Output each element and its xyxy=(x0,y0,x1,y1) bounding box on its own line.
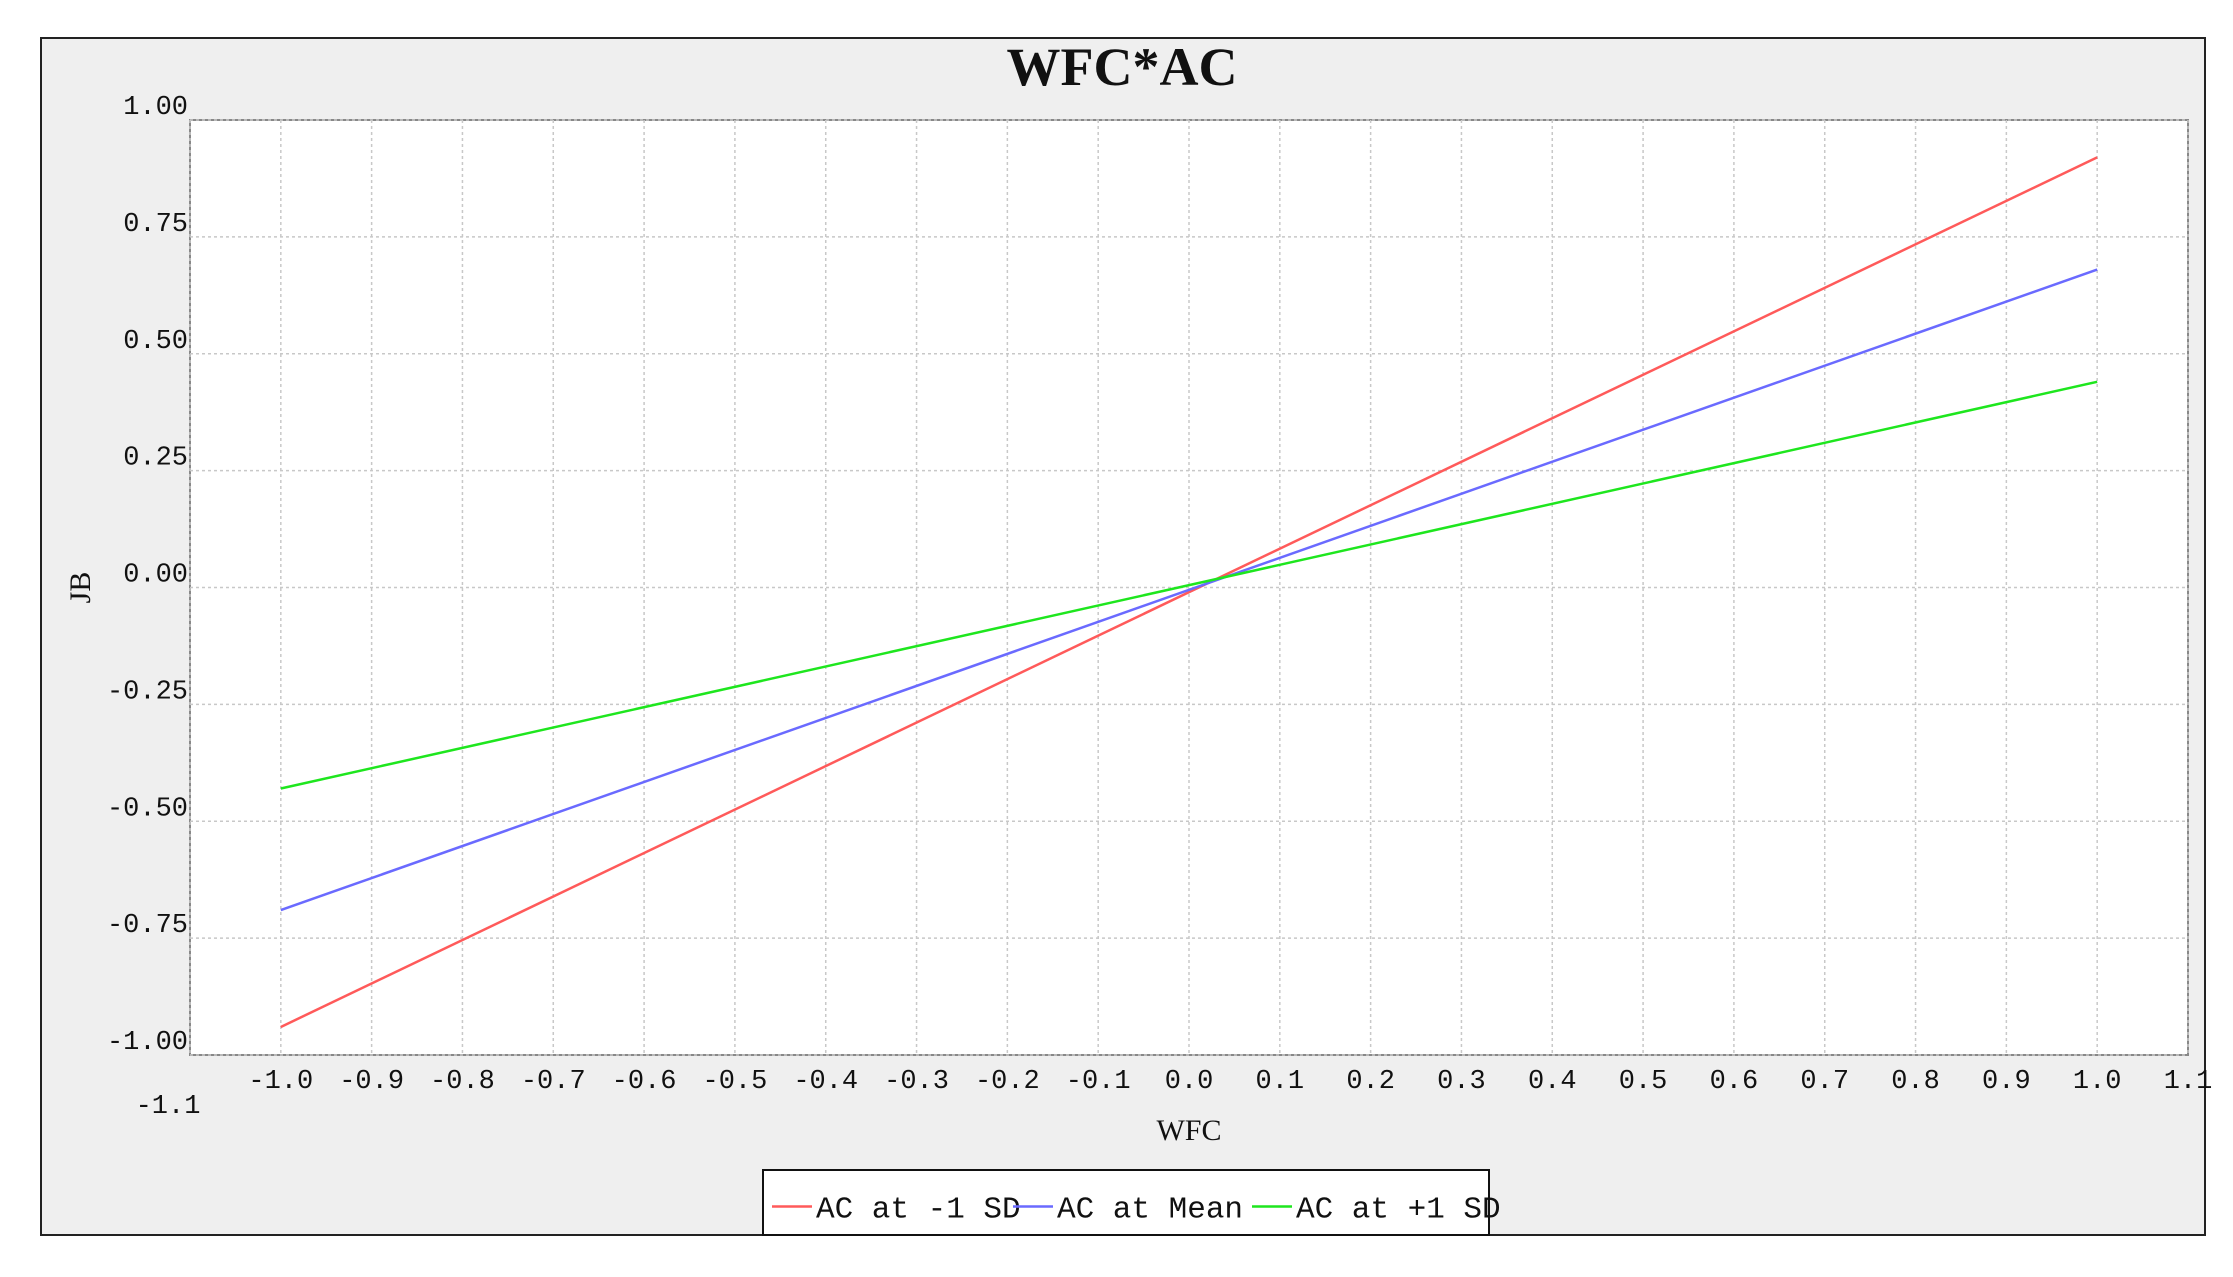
x-tick-label: 0.8 xyxy=(1891,1067,1940,1097)
x-tick-label: -0.4 xyxy=(793,1067,858,1097)
legend-box xyxy=(762,1169,1490,1236)
x-tick-label: -1.0 xyxy=(248,1067,313,1097)
x-tick-label: -0.5 xyxy=(703,1067,768,1097)
series-layer xyxy=(280,156,2098,1029)
legend-label: AC at -1 SD xyxy=(816,1193,1021,1228)
legend: AC at -1 SD AC at Mean AC at +1 SD xyxy=(762,1169,1501,1236)
series-line xyxy=(280,156,2098,1029)
y-tick-label: -1.00 xyxy=(107,1028,188,1058)
legend-label: AC at +1 SD xyxy=(1296,1193,1501,1228)
x-tick-label: 0.0 xyxy=(1165,1067,1214,1097)
y-tick-label: -0.25 xyxy=(107,677,188,707)
tick-labels: -1.1 -1.0 -0.9 -0.8 -0.7 -0.6 -0.5 -0.4 -0.3 -0.2… xyxy=(107,93,2212,1122)
x-tick-label: -0.3 xyxy=(884,1067,949,1097)
y-tick-label: -0.50 xyxy=(107,794,188,824)
x-tick-label: 0.9 xyxy=(1982,1067,2031,1097)
x-tick-label: 0.2 xyxy=(1346,1067,1395,1097)
y-tick-label: -0.75 xyxy=(107,911,188,941)
y-tick-label: 0.50 xyxy=(123,327,188,357)
gridlines xyxy=(189,119,2189,1056)
series-line xyxy=(280,268,2098,912)
y-tick-label: 1.00 xyxy=(123,93,188,123)
x-axis-label: WFC xyxy=(1156,1114,1221,1147)
x-tick-label: 0.6 xyxy=(1710,1067,1759,1097)
x-tick-label: 0.5 xyxy=(1619,1067,1668,1097)
chart-title: WFC*AC xyxy=(1007,37,1238,97)
x-tick-label: 0.4 xyxy=(1528,1067,1577,1097)
x-tick-label: 1.0 xyxy=(2073,1067,2122,1097)
x-tick-label: -1.1 xyxy=(136,1092,201,1122)
x-tick-label: -0.7 xyxy=(521,1067,586,1097)
series-line xyxy=(280,380,2098,790)
x-tick-label: -0.2 xyxy=(975,1067,1040,1097)
legend-label: AC at Mean xyxy=(1057,1193,1243,1228)
x-tick-label: 1.1 xyxy=(2164,1067,2213,1097)
x-tick-label: -0.1 xyxy=(1066,1067,1131,1097)
x-tick-label: -0.6 xyxy=(612,1067,677,1097)
x-tick-label: -0.8 xyxy=(430,1067,495,1097)
x-tick-label: 0.3 xyxy=(1437,1067,1486,1097)
x-tick-label: -0.9 xyxy=(339,1067,404,1097)
x-tick-label: 0.7 xyxy=(1800,1067,1849,1097)
y-tick-label: 0.25 xyxy=(123,444,188,474)
y-tick-label: 0.00 xyxy=(123,561,188,591)
y-axis-label: JB xyxy=(64,572,97,604)
x-tick-label: 0.1 xyxy=(1256,1067,1305,1097)
y-tick-label: 0.75 xyxy=(123,210,188,240)
